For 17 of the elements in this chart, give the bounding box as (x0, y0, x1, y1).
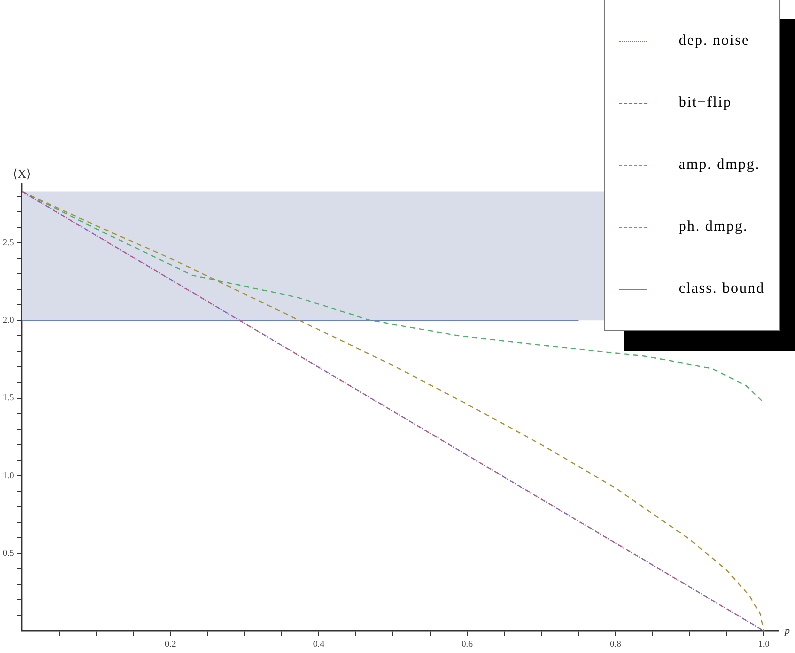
y-axis-title: ⟨X⟩ (12, 167, 32, 182)
y-tick-label: 1.0 (3, 470, 15, 480)
legend-label: class. bound (678, 280, 765, 298)
x-tick-label: 1.0 (758, 638, 770, 649)
legend-label: ph. dmpg. (678, 218, 748, 236)
y-tick-label: 1.5 (3, 392, 15, 403)
x-tick-label: 0.6 (462, 638, 474, 649)
x-tick-label: 0.8 (610, 638, 622, 649)
legend-label: amp. dmpg. (678, 156, 760, 174)
x-tick-label: 0.2 (165, 638, 176, 649)
y-tick-label: 2.5 (3, 237, 15, 248)
x-tick-label: 0.4 (313, 638, 326, 649)
y-tick-label: 0.5 (3, 548, 15, 558)
x-axis-title: p (784, 626, 790, 637)
legend-label: dep. noise (678, 32, 750, 50)
legend-label: bit−flip (678, 94, 732, 112)
y-tick-label: 2.0 (3, 315, 15, 326)
